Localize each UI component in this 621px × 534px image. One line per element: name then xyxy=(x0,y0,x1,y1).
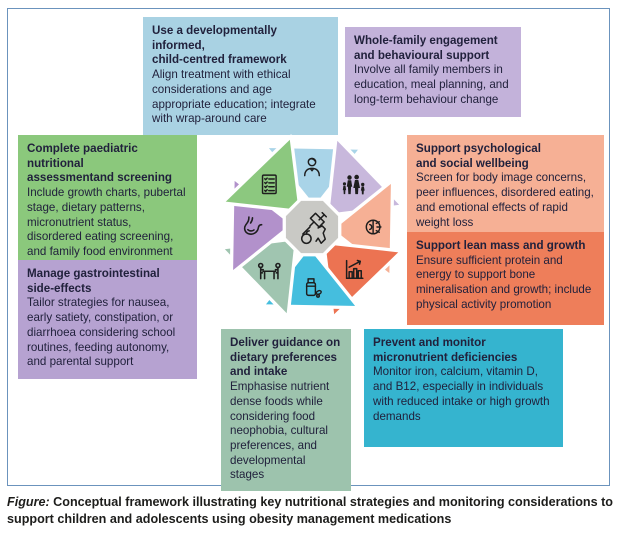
box-title: Support psychological and social wellbei… xyxy=(416,142,541,170)
figure-caption: Figure: Conceptual framework illustratin… xyxy=(7,494,613,528)
box-body: Involve all family members in education,… xyxy=(354,63,509,106)
box-title: Support lean mass and growth xyxy=(416,239,586,252)
box-developmental-framework: Use a developmentally informed, child-ce… xyxy=(143,17,338,136)
caption-label: Figure: xyxy=(7,495,50,509)
box-whole-family: Whole-family engagement and behavioural … xyxy=(345,27,521,117)
caption-text: Conceptual framework illustrating key nu… xyxy=(7,495,613,526)
box-title: Whole-family engagement and behavioural … xyxy=(354,34,498,62)
box-title: Complete paediatric nutritional assessme… xyxy=(27,142,172,185)
wheel-center-hub xyxy=(282,197,342,257)
box-body: Emphasise nutrient dense foods while con… xyxy=(230,380,330,482)
box-body: Tailor strategies for nausea, early sati… xyxy=(27,296,176,369)
box-body: Monitor iron, calcium, vitamin D, and B1… xyxy=(373,365,550,423)
box-body: Ensure sufficient protein and energy to … xyxy=(416,253,592,311)
box-gastrointestinal: Manage gastrointestinal side-effects Tai… xyxy=(18,260,197,379)
box-nutritional-assessment: Complete paediatric nutritional assessme… xyxy=(18,135,197,268)
box-title: Deliver guidance on dietary preferences … xyxy=(230,336,341,379)
box-micronutrients: Prevent and monitor micronutrient defici… xyxy=(364,329,563,447)
box-body: Align treatment with ethical considerati… xyxy=(152,68,316,126)
strategy-pinwheel xyxy=(219,134,405,320)
box-psychological: Support psychological and social wellbei… xyxy=(407,135,604,239)
box-body: Screen for body image concerns, peer inf… xyxy=(416,171,594,229)
box-title: Prevent and monitor micronutrient defici… xyxy=(373,336,518,364)
box-title: Use a developmentally informed, child-ce… xyxy=(152,24,287,67)
box-title: Manage gastrointestinal side-effects xyxy=(27,267,160,295)
box-lean-mass: Support lean mass and growth Ensure suff… xyxy=(407,232,604,325)
box-dietary-guidance: Deliver guidance on dietary preferences … xyxy=(221,329,351,492)
wedge-nutritional-assessment xyxy=(220,134,303,214)
box-body: Include growth charts, pubertal stage, d… xyxy=(27,186,186,259)
